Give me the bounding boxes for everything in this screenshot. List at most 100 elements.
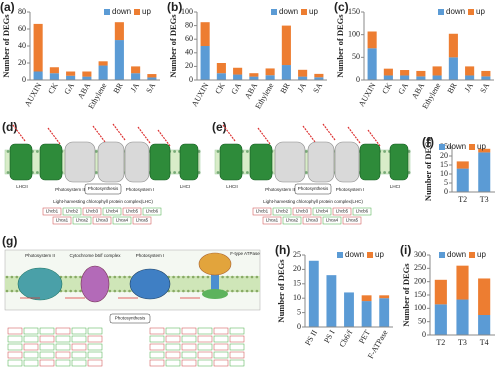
lipid — [172, 289, 175, 293]
y-axis-title: Number of DEGs — [335, 14, 345, 78]
gene-label: Lhcb4 — [316, 209, 329, 214]
gene-box — [72, 216, 92, 225]
diagram-label: LHCI — [180, 184, 190, 189]
gene-box — [87, 359, 103, 367]
lipid — [255, 289, 259, 293]
panel-label: (i) — [400, 243, 411, 257]
x-tick-label: CK — [46, 81, 59, 95]
bar-segment — [456, 265, 469, 300]
bar-segment — [147, 74, 157, 78]
lipid — [123, 289, 126, 293]
gene-box — [62, 207, 82, 216]
lipid — [113, 289, 117, 293]
bar-segment — [400, 70, 410, 76]
legend-swatch — [439, 252, 445, 258]
gene-label: Lhcb6 — [356, 209, 369, 214]
gene-box — [52, 216, 72, 225]
gene-label: Lhcb3 — [296, 209, 309, 214]
x-tick-label: T3 — [458, 338, 467, 347]
lipid — [231, 289, 234, 293]
gene-label: Lhcb5 — [336, 209, 349, 214]
lipid — [197, 171, 201, 174]
y-tick-label: 0 — [22, 75, 26, 84]
bar-segment — [233, 67, 243, 75]
x-tick-label: AUXIN — [190, 81, 211, 108]
lipid — [187, 275, 190, 279]
lipid — [5, 289, 9, 293]
bar-segment — [249, 76, 259, 80]
bar-segment — [416, 70, 426, 77]
x-tick-label: SA — [144, 81, 157, 95]
diagram-label: LHCI — [390, 184, 400, 189]
y-tick-label: 100 — [348, 29, 360, 38]
gene-label: Lhcb5 — [126, 209, 139, 214]
x-tick-label: ABA — [410, 81, 426, 100]
lipid — [6, 150, 10, 153]
lipid — [79, 289, 82, 293]
legend-label: down — [447, 142, 466, 151]
lipid — [250, 289, 254, 293]
bar-segment — [281, 65, 291, 80]
gene-box — [197, 335, 213, 343]
gene-label: Lhcb1 — [46, 209, 59, 214]
gene-box — [71, 359, 87, 367]
bar-segment — [33, 71, 43, 80]
gene-label: Lhcb1 — [256, 209, 269, 214]
gene-box — [55, 327, 71, 335]
gene-box — [23, 359, 39, 367]
panel-label: (d) — [2, 120, 17, 134]
bar-segment — [298, 76, 308, 80]
lipid — [113, 275, 117, 279]
lipid — [240, 275, 244, 279]
gene-label: Lhca3 — [96, 218, 109, 223]
light-arrow — [112, 123, 126, 141]
gene-box — [181, 327, 197, 335]
y-tick-label: 300 — [414, 250, 426, 259]
gene-box — [7, 351, 23, 359]
lipid — [64, 275, 68, 279]
light-arrow — [347, 126, 361, 144]
y-tick-label: 0 — [297, 322, 301, 331]
x-tick-label: GA — [229, 81, 243, 96]
gene-label: Lhca3 — [306, 218, 319, 223]
legend-swatch — [469, 252, 475, 258]
gene-box — [42, 207, 62, 216]
bar-segment — [481, 70, 491, 77]
gene-box — [213, 327, 229, 335]
gene-box — [213, 351, 229, 359]
lipid — [191, 275, 195, 279]
lipid — [236, 289, 239, 293]
lipid — [226, 289, 229, 293]
y-tick-label: 0 — [189, 75, 193, 84]
bar-segment — [465, 66, 475, 76]
lipid — [128, 289, 131, 293]
bar-segment — [465, 75, 475, 80]
diagram: (e) LHCII Photosystem II Photosynthesis Phot… — [212, 120, 411, 225]
lipid — [15, 275, 19, 279]
x-tick-label: JA — [463, 81, 475, 93]
gene-box — [122, 207, 142, 216]
x-tick-label: ABA — [243, 81, 259, 100]
lhc-complex — [249, 143, 273, 181]
gene-box — [165, 351, 181, 359]
x-tick-label: GA — [396, 81, 410, 96]
gene-box — [229, 327, 245, 335]
lhc-complex — [389, 143, 409, 181]
bar-segment — [456, 161, 469, 169]
diagram-label: Photosynthesis — [88, 186, 119, 191]
lipid — [123, 275, 126, 279]
gene-box — [39, 343, 55, 351]
bar-segment — [98, 61, 108, 66]
lipid — [187, 289, 190, 293]
gene-box — [7, 359, 23, 367]
light-arrow — [322, 123, 336, 141]
y-tick-label: 25 — [293, 250, 301, 259]
photosystem — [274, 141, 306, 183]
lipid — [221, 275, 224, 279]
photosystem — [124, 141, 150, 183]
y-axis-title: Number of DEGs — [401, 263, 411, 327]
x-tick-label: JA — [129, 81, 141, 93]
gene-box — [322, 216, 342, 225]
center-box — [294, 183, 332, 195]
